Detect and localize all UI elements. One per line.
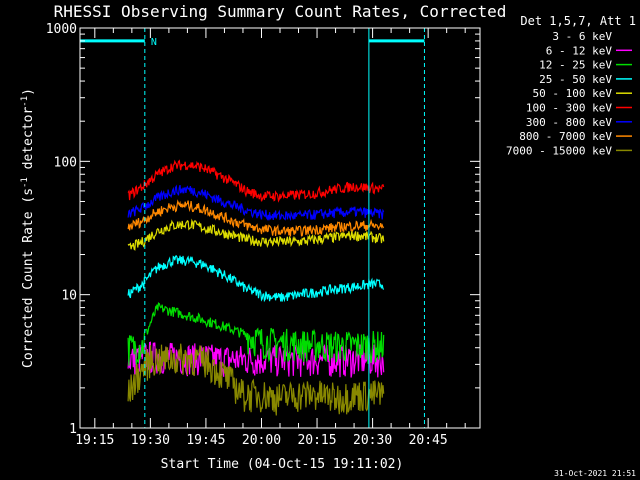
legend-label-0: 3 - 6 keV xyxy=(552,30,612,43)
series-line-8 xyxy=(127,343,385,416)
legend-header: Det 1,5,7, Att 1 xyxy=(520,14,636,28)
legend-label-6: 300 - 800 keV xyxy=(526,116,612,129)
y-axis-label: Corrected Count Rate (s-1 detector-1) xyxy=(20,88,36,368)
chart-title: RHESSI Observing Summary Count Rates, Co… xyxy=(54,2,507,21)
axes-frame xyxy=(79,27,481,429)
legend-label-1: 6 - 12 keV xyxy=(546,44,613,57)
legend-label-7: 800 - 7000 keV xyxy=(519,130,612,143)
legend-label-4: 50 - 100 keV xyxy=(533,87,613,100)
legend-label-3: 25 - 50 keV xyxy=(539,73,612,86)
y-axis-label-mid: detector xyxy=(21,107,36,178)
y-axis-label-end: ) xyxy=(21,88,36,96)
legend-label-5: 100 - 300 keV xyxy=(526,102,612,115)
series-line-6 xyxy=(127,184,385,222)
y-tick-label: 1 xyxy=(69,422,77,437)
x-tick-label: 19:15 xyxy=(75,433,114,448)
timestamp: 31-Oct-2021 21:51 xyxy=(554,469,636,478)
y-axis-label-sup2: -1 xyxy=(20,96,30,107)
y-axis-label-main: Corrected Count Rate (s xyxy=(21,188,36,368)
series-line-5 xyxy=(127,159,385,203)
legend-label-8: 7000 - 15000 keV xyxy=(506,144,612,157)
series-line-3 xyxy=(127,255,385,303)
x-tick-label: 19:30 xyxy=(131,433,170,448)
x-tick-label: 20:00 xyxy=(242,433,281,448)
series-line-2 xyxy=(127,302,385,366)
series-line-4 xyxy=(127,218,385,251)
x-tick-label: 20:30 xyxy=(353,433,392,448)
plot-area: N 1 10 100 1000 19:15 19:30 19:45 20:00 20:15 20:3… xyxy=(46,22,481,448)
x-tick-label: 19:45 xyxy=(186,433,225,448)
night-marker-label: N xyxy=(151,37,157,48)
y-tick-label: 100 xyxy=(54,155,77,170)
x-tick-label: 20:45 xyxy=(409,433,448,448)
series-line-7 xyxy=(127,199,385,237)
y-tick-label: 10 xyxy=(61,289,77,304)
legend-label-2: 12 - 25 keV xyxy=(539,59,612,72)
y-tick-label: 1000 xyxy=(46,22,77,37)
x-axis-label: Start Time (04-Oct-15 19:11:02) xyxy=(161,457,404,472)
y-axis-label-sup1: -1 xyxy=(20,177,30,188)
x-tick-label: 20:15 xyxy=(297,433,336,448)
